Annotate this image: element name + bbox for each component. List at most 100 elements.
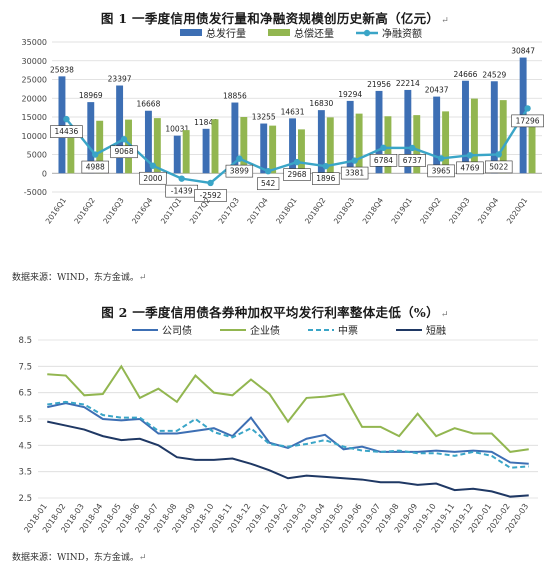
- x-tick-label: 2019Q1: [389, 196, 414, 226]
- net-financing-label: 3899: [230, 167, 249, 176]
- x-tick-label: 2019Q3: [447, 196, 472, 226]
- paragraph-mark-icon: ↵: [138, 553, 147, 563]
- bar-issuance: [404, 89, 412, 174]
- net-financing-label-box: [511, 114, 544, 128]
- bar-repayment: [211, 119, 219, 174]
- net-financing-label-box: [456, 161, 484, 175]
- net-financing-point: [236, 155, 243, 162]
- bar-issuance: [202, 128, 210, 174]
- legend-label: 公司债: [162, 324, 192, 337]
- y-tick-label: 25000: [22, 76, 47, 85]
- net-financing-label-box: [257, 177, 280, 191]
- bar-repayment: [413, 115, 421, 174]
- bar-data-label: 11849: [194, 118, 218, 127]
- net-financing-label-box: [398, 154, 426, 167]
- chart2-source: 数据来源：WIND，东方金诚。↵: [12, 550, 146, 563]
- x-tick-label: 2018Q2: [303, 196, 328, 226]
- y-tick-label: 15000: [22, 113, 47, 122]
- bar-data-label: 19294: [338, 90, 362, 99]
- x-tick-label: 2016Q2: [72, 196, 97, 226]
- y-tick-label: 2.5: [18, 494, 32, 504]
- bar-issuance: [87, 102, 95, 174]
- paragraph-mark-icon: ↵: [138, 273, 147, 283]
- y-tick-label: 5.5: [18, 415, 32, 425]
- bar-issuance: [58, 76, 66, 174]
- x-tick-label: 2018Q4: [361, 196, 386, 226]
- bar-repayment: [326, 117, 334, 174]
- bar-data-label: 24666: [454, 70, 478, 79]
- y-tick-label: 10000: [22, 132, 47, 141]
- chart1-title: 图 1 一季度信用债发行量和净融资规模创历史新高（亿元） ↵: [0, 8, 550, 27]
- net-financing-label-box: [81, 160, 109, 174]
- x-tick-label: 2017Q1: [159, 196, 184, 226]
- series-line-中票: [47, 400, 529, 469]
- paragraph-mark-icon: ↵: [441, 16, 450, 26]
- net-financing-label: 6737: [403, 156, 422, 165]
- net-financing-label: 17296: [516, 116, 540, 125]
- chart1-source: 数据来源：WIND，东方金诚。↵: [12, 270, 146, 283]
- net-financing-point: [351, 157, 358, 164]
- chart2-svg: 2.53.54.55.56.57.58.52018-012018-022018-…: [18, 324, 538, 535]
- net-financing-label-box: [369, 154, 398, 167]
- net-financing-label: 14436: [54, 127, 78, 136]
- bar-issuance: [346, 100, 354, 174]
- bar-issuance: [260, 123, 268, 174]
- bar-issuance: [289, 118, 296, 174]
- legend-label: 总发行量: [206, 27, 246, 40]
- net-financing-label-box: [110, 145, 138, 159]
- net-financing-point: [495, 151, 502, 158]
- net-financing-point: [322, 162, 330, 170]
- legend-swatch: [180, 29, 202, 36]
- y-tick-label: -5000: [24, 188, 47, 197]
- bar-data-label: 14631: [281, 107, 305, 116]
- bar-repayment: [67, 130, 75, 174]
- y-tick-label: 5000: [27, 151, 47, 160]
- y-tick-label: 7.5: [18, 362, 32, 372]
- bar-issuance: [375, 90, 383, 174]
- series-line-企业债: [47, 364, 529, 453]
- net-financing-point: [293, 158, 301, 166]
- net-financing-label-box: [312, 172, 340, 185]
- net-financing-label: 2968: [287, 170, 306, 179]
- legend-label: 中票: [338, 324, 358, 337]
- net-financing-label-box: [340, 166, 369, 180]
- net-financing-label: 2000: [143, 174, 162, 183]
- x-tick-label: 2019Q4: [476, 196, 501, 226]
- x-tick-label: 2016Q3: [101, 196, 126, 226]
- bar-repayment: [269, 125, 277, 174]
- bar-data-label: 18969: [79, 91, 103, 100]
- net-financing-point: [178, 175, 185, 182]
- net-financing-label: 3965: [432, 166, 451, 175]
- bar-issuance: [173, 135, 181, 174]
- net-financing-point: [63, 115, 70, 123]
- series-line-公司债: [47, 402, 529, 465]
- bar-data-label: 23397: [108, 75, 132, 84]
- y-tick-label: 20000: [22, 94, 47, 103]
- y-tick-label: 30000: [22, 57, 47, 66]
- bar-repayment: [240, 117, 248, 174]
- net-financing-label-box: [427, 164, 455, 178]
- series-line-短融: [47, 420, 529, 498]
- net-financing-label: 5022: [489, 162, 508, 171]
- net-financing-point: [92, 151, 99, 158]
- y-tick-label: 0: [42, 169, 47, 178]
- y-tick-label: 4.5: [18, 441, 32, 451]
- bar-repayment: [153, 118, 161, 174]
- bar-data-label: 22214: [396, 79, 420, 88]
- legend-label: 短融: [426, 324, 446, 337]
- bar-repayment: [298, 129, 305, 174]
- net-financing-label: 4769: [460, 163, 479, 172]
- net-financing-label: 4988: [86, 163, 105, 172]
- bar-data-label: 30847: [511, 47, 535, 56]
- net-financing-point: [524, 105, 531, 112]
- net-financing-point: [120, 136, 128, 143]
- net-financing-point: [207, 179, 214, 187]
- bar-data-label: 10031: [165, 125, 189, 134]
- bar-data-label: 24529: [482, 70, 506, 79]
- chart2-title: 图 2 一季度信用债各券种加权平均发行利率整体走低（%） ↵: [0, 302, 550, 321]
- bar-issuance: [317, 110, 325, 174]
- bar-repayment: [384, 116, 392, 174]
- net-financing-label: 542: [261, 179, 276, 188]
- legend-marker: [363, 29, 371, 37]
- net-financing-label: 3381: [345, 169, 364, 178]
